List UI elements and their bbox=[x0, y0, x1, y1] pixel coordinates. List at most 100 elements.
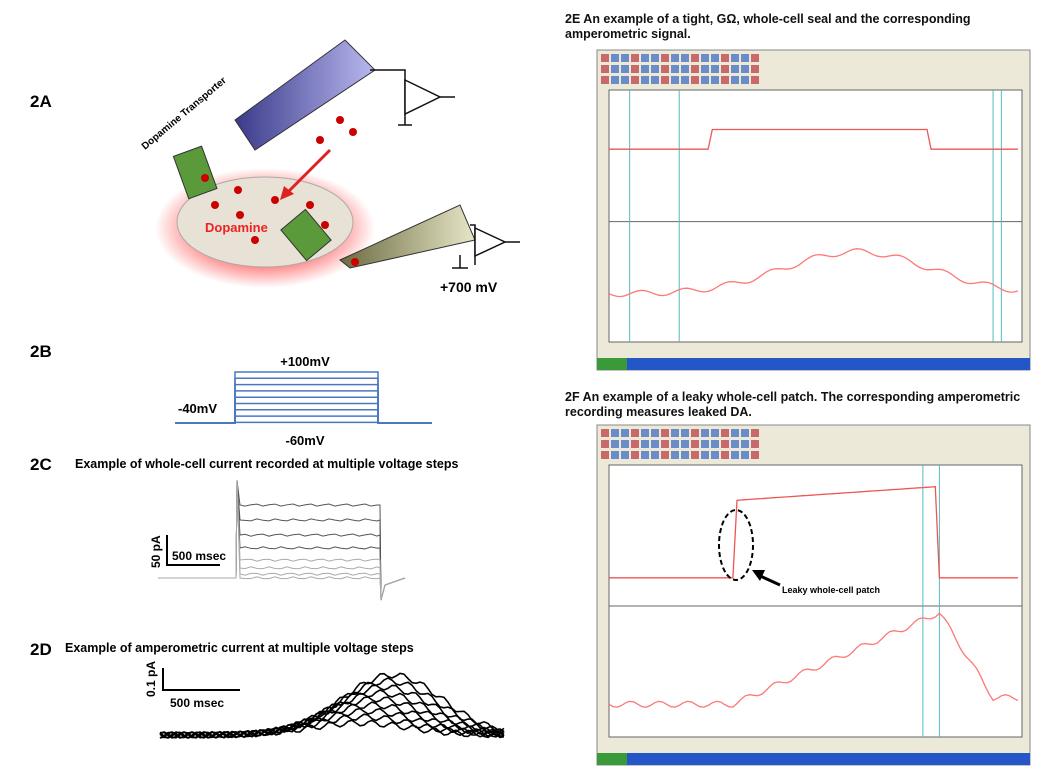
toolbar-icon bbox=[691, 429, 699, 437]
toolbar-icon bbox=[621, 76, 629, 84]
toolbar-icon bbox=[661, 65, 669, 73]
toolbar-icon bbox=[741, 451, 749, 459]
toolbar-icon bbox=[701, 65, 709, 73]
toolbar-icon bbox=[641, 451, 649, 459]
start-button bbox=[597, 358, 627, 370]
toolbar-icon bbox=[731, 76, 739, 84]
toolbar-icon bbox=[661, 451, 669, 459]
toolbar-icon bbox=[631, 429, 639, 437]
plot-area bbox=[609, 465, 1022, 737]
toolbar-icon bbox=[751, 451, 759, 459]
toolbar-icon bbox=[731, 429, 739, 437]
scale-label: 50 pA bbox=[149, 535, 163, 568]
toolbar-icon bbox=[681, 429, 689, 437]
current-trace bbox=[158, 480, 405, 600]
figure-art: 2A Dopamine Dopamine Transporter +700 mV… bbox=[0, 0, 1052, 770]
toolbar-icon bbox=[611, 451, 619, 459]
toolbar-icon bbox=[691, 54, 699, 62]
toolbar-icon bbox=[731, 451, 739, 459]
toolbar-icon bbox=[711, 429, 719, 437]
toolbar-icon bbox=[611, 76, 619, 84]
toolbar-icon bbox=[661, 440, 669, 448]
current-trace bbox=[158, 480, 405, 600]
toolbar-icon bbox=[701, 54, 709, 62]
toolbar-icon bbox=[691, 451, 699, 459]
toolbar-icon bbox=[731, 440, 739, 448]
voltage-label: +700 mV bbox=[440, 279, 498, 295]
toolbar-icon bbox=[721, 76, 729, 84]
toolbar-icon bbox=[641, 65, 649, 73]
toolbar-icon bbox=[731, 54, 739, 62]
scale-label: 500 msec bbox=[172, 549, 226, 563]
panel-title: Example of amperometric current at multi… bbox=[65, 641, 414, 655]
taskbar bbox=[597, 358, 1030, 370]
toolbar-icon bbox=[661, 54, 669, 62]
taskbar bbox=[597, 753, 1030, 765]
current-trace bbox=[158, 480, 405, 600]
toolbar-icon bbox=[741, 54, 749, 62]
toolbar-icon bbox=[741, 429, 749, 437]
toolbar-icon bbox=[721, 451, 729, 459]
toolbar-icon bbox=[641, 54, 649, 62]
panel-title: Example of whole-cell current recorded a… bbox=[75, 457, 458, 471]
current-trace bbox=[158, 480, 405, 600]
toolbar-icon bbox=[651, 440, 659, 448]
toolbar-icon bbox=[671, 65, 679, 73]
toolbar-icon bbox=[711, 65, 719, 73]
toolbar-icon bbox=[641, 76, 649, 84]
toolbar-icon bbox=[681, 65, 689, 73]
toolbar-icon bbox=[601, 65, 609, 73]
cell-label: Dopamine bbox=[205, 220, 268, 235]
toolbar-icon bbox=[641, 429, 649, 437]
toolbar-icon bbox=[751, 440, 759, 448]
step-label: +100mV bbox=[280, 354, 330, 369]
toolbar-icon bbox=[751, 76, 759, 84]
toolbar-icon bbox=[611, 65, 619, 73]
toolbar-icon bbox=[681, 54, 689, 62]
toolbar-icon bbox=[611, 440, 619, 448]
toolbar-icon bbox=[611, 54, 619, 62]
toolbar-icon bbox=[621, 451, 629, 459]
scale-label: 0.1 pA bbox=[144, 661, 158, 697]
toolbar-icon bbox=[751, 65, 759, 73]
panel-title: 2E An example of a tight, GΩ, whole-cell… bbox=[565, 12, 1035, 42]
toolbar-icon bbox=[601, 440, 609, 448]
toolbar-icon bbox=[741, 76, 749, 84]
panel-label: 2D bbox=[30, 640, 52, 659]
toolbar-icon bbox=[651, 451, 659, 459]
toolbar-icon bbox=[701, 440, 709, 448]
toolbar-icon bbox=[671, 76, 679, 84]
toolbar-icon bbox=[681, 440, 689, 448]
toolbar-icon bbox=[601, 54, 609, 62]
toolbar-icon bbox=[631, 65, 639, 73]
step-label: -40mV bbox=[178, 401, 217, 416]
toolbar-icon bbox=[631, 451, 639, 459]
toolbar-icon bbox=[651, 65, 659, 73]
figure: 2A Dopamine Dopamine Transporter +700 mV… bbox=[0, 0, 1052, 770]
scale-label: 500 msec bbox=[170, 696, 224, 710]
toolbar-icon bbox=[671, 451, 679, 459]
toolbar-icon bbox=[721, 65, 729, 73]
toolbar-icon bbox=[601, 429, 609, 437]
current-trace bbox=[158, 480, 405, 600]
start-button bbox=[597, 753, 627, 765]
toolbar-icon bbox=[631, 54, 639, 62]
toolbar-icon bbox=[711, 76, 719, 84]
toolbar-icon bbox=[651, 54, 659, 62]
toolbar-icon bbox=[711, 54, 719, 62]
current-trace bbox=[158, 480, 405, 600]
toolbar-icon bbox=[721, 429, 729, 437]
toolbar-icon bbox=[601, 76, 609, 84]
annotation: Leaky whole-cell patch bbox=[782, 585, 880, 595]
toolbar-icon bbox=[741, 440, 749, 448]
toolbar-icon bbox=[621, 54, 629, 62]
plot-area bbox=[609, 90, 1022, 342]
toolbar-icon bbox=[691, 65, 699, 73]
toolbar-icon bbox=[701, 429, 709, 437]
toolbar-icon bbox=[691, 76, 699, 84]
toolbar-icon bbox=[751, 429, 759, 437]
scale-bar bbox=[163, 668, 240, 690]
transporter-label: Dopamine Transporter bbox=[140, 75, 229, 152]
toolbar-icon bbox=[701, 451, 709, 459]
toolbar-icon bbox=[661, 429, 669, 437]
